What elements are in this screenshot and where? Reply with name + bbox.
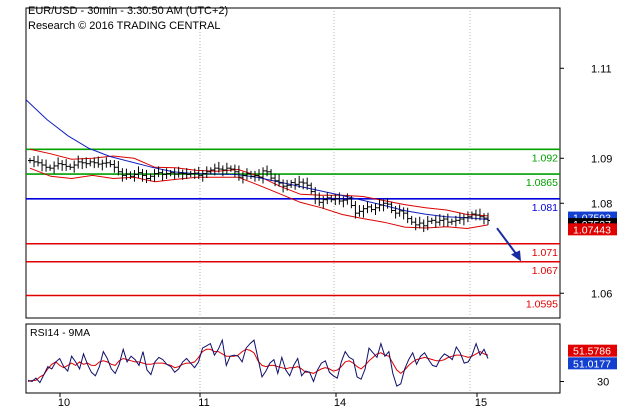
price-indicators [25,99,489,230]
axis-labels: 10 11 14 15 1.11 1.09 1.08 1.06 [58,63,613,409]
chart-frames [25,7,561,394]
level-label: 1.067 [532,265,558,277]
price-tags: 1.075931.075371.07443 [568,211,617,236]
rsi-y-tick-label: 30 [597,377,609,389]
rsi-tag-bg-red [568,344,617,357]
price-tag-label: 1.07443 [573,224,611,236]
level-label: 1.092 [532,152,558,164]
y-tick-label: 1.06 [591,288,612,300]
rsi-tag-label: 51.0177 [573,358,611,370]
level-label: 1.0865 [526,177,558,189]
level-label: 1.0595 [526,299,558,311]
x-tick-label: 14 [334,397,346,409]
rsi-ma-line [27,348,489,382]
rsi-panel-frame [25,323,561,394]
rsi-tag-label: 51.5786 [573,346,611,358]
x-tick-label: 15 [475,397,487,409]
moving-average-line [25,99,489,220]
level-label: 1.081 [532,202,558,214]
forecast-arrow-head [511,250,521,262]
rsi-tag-bg-blue [568,357,617,370]
x-tick-label: 11 [198,397,209,409]
x-tick-label: 10 [58,397,70,409]
price-panel-frame [25,7,561,319]
chart-title: EUR/USD - 30min - 3:30:50 AM (UTC+2) [28,5,229,17]
forecast-arrow [496,227,521,262]
chart-copyright: Research © 2016 TRADING CENTRAL [28,20,221,32]
level-label: 1.071 [532,247,558,259]
support-resistance-levels: 1.092 1.0865 1.081 1.071 1.067 1.0595 [26,148,560,311]
y-tick-label: 1.08 [591,198,612,210]
forecast-arrow-shaft [496,227,519,258]
rsi-label: RSI14 - 9MA [30,327,90,339]
bollinger-lower-line [29,167,489,230]
y-tick-label: 1.11 [591,63,612,75]
price-bars [28,155,490,233]
y-tick-label: 1.09 [591,153,612,165]
rsi-line [27,338,489,387]
price-tag-bg-red [568,223,617,236]
chart-grid [199,8,471,393]
